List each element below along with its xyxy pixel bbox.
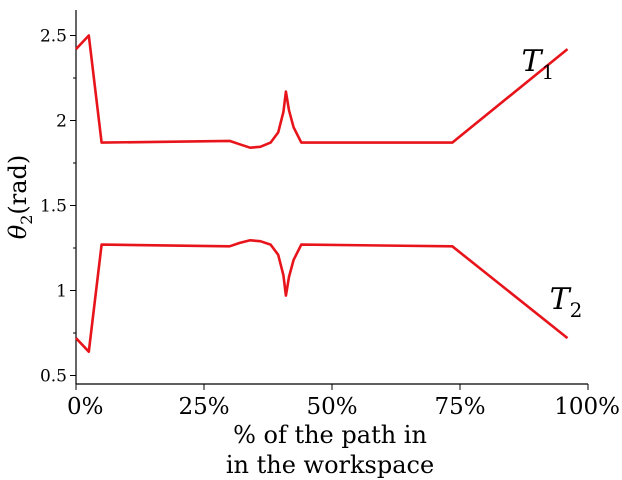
x-axis-title-line-2: in the workspace [226, 451, 434, 479]
x-tick-label: 50% [306, 394, 357, 420]
y-axis-unit: (rad) [4, 155, 32, 215]
series-label-symbol: T [521, 44, 543, 79]
axes [75, 10, 588, 385]
series-line-t1 [75, 34, 569, 149]
x-axis-title-line-1: % of the path in [233, 421, 427, 449]
y-tick-label: 2 [56, 112, 67, 132]
y-axis-symbol-subscript: 2 [17, 215, 36, 225]
series-label-t1: T1 [521, 44, 554, 84]
x-tick-label: 25% [178, 394, 229, 420]
x-tick-label: 75% [434, 394, 485, 420]
series-line-t2 [75, 239, 569, 353]
x-tick-label: 0% [67, 394, 104, 420]
y-axis-symbol: θ [4, 224, 32, 239]
y-tick-label: 1 [56, 282, 67, 302]
y-tick-label: 2.5 [40, 27, 67, 47]
y-axis-title: θ2(rad) [4, 155, 36, 240]
y-ticks: 0.5 1 1.5 2 2.5 [40, 27, 76, 387]
series-label-symbol: T [550, 282, 572, 317]
x-tick-label: 100% [554, 394, 620, 420]
y-tick-label: 1.5 [40, 197, 67, 217]
x-ticks: 0% 25% 50% 75% 100% [67, 384, 620, 420]
y-tick-label: 0.5 [40, 367, 67, 387]
series-label-subscript: 2 [570, 298, 583, 322]
series-label-subscript: 1 [541, 60, 554, 84]
series-label-t2: T2 [550, 282, 583, 322]
